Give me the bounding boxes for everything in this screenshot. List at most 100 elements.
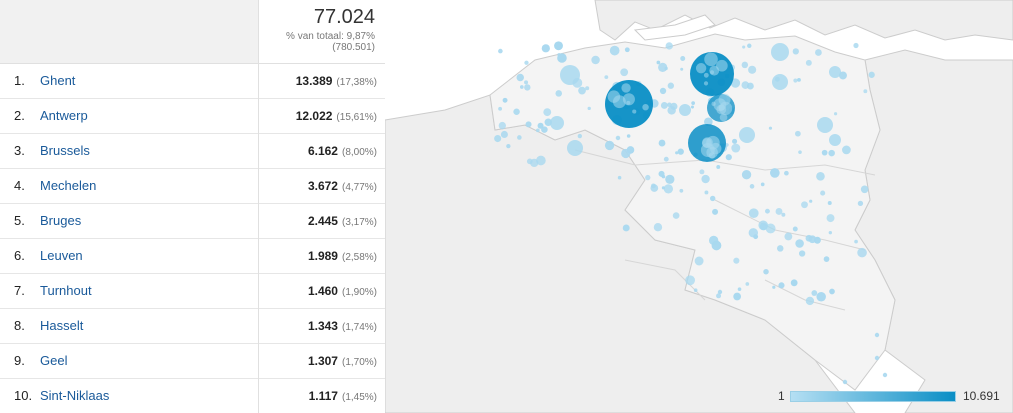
- city-bubble[interactable]: [626, 134, 631, 138]
- city-bubble[interactable]: [741, 81, 750, 89]
- city-bubble[interactable]: [667, 106, 676, 115]
- city-bubble[interactable]: [604, 75, 609, 80]
- city-bubble[interactable]: [820, 190, 826, 196]
- city-bubble[interactable]: [604, 140, 615, 151]
- city-bubble[interactable]: [543, 108, 552, 117]
- city-bubble-medium[interactable]: [560, 65, 580, 85]
- city-bubble[interactable]: [815, 49, 822, 56]
- city-bubble[interactable]: [741, 170, 752, 180]
- city-bubble-medium[interactable]: [739, 127, 755, 143]
- city-bubble[interactable]: [665, 42, 673, 50]
- city-bubble[interactable]: [808, 235, 817, 244]
- city-bubble[interactable]: [857, 247, 867, 258]
- city-bubble[interactable]: [699, 169, 705, 175]
- city-bubble[interactable]: [500, 130, 508, 138]
- city-bubble[interactable]: [675, 151, 679, 155]
- city-bubble[interactable]: [805, 59, 812, 66]
- city-bubble[interactable]: [710, 142, 722, 155]
- city-bubble[interactable]: [853, 42, 859, 49]
- city-bubble[interactable]: [498, 121, 506, 130]
- city-bubble[interactable]: [748, 65, 757, 74]
- city-link[interactable]: Leuven: [40, 248, 83, 263]
- city-bubble-medium[interactable]: [772, 74, 788, 90]
- city-bubble[interactable]: [709, 195, 716, 202]
- city-bubble[interactable]: [524, 80, 529, 85]
- city-bubble[interactable]: [656, 60, 661, 65]
- city-bubble[interactable]: [716, 104, 727, 115]
- city-link[interactable]: Hasselt: [40, 318, 84, 333]
- city-bubble[interactable]: [703, 72, 709, 78]
- city-bubble[interactable]: [749, 184, 755, 189]
- city-bubble[interactable]: [663, 156, 669, 162]
- city-bubble[interactable]: [748, 228, 759, 238]
- city-bubble[interactable]: [622, 224, 630, 232]
- city-bubble[interactable]: [617, 175, 622, 180]
- city-bubble[interactable]: [693, 288, 698, 293]
- city-bubble[interactable]: [701, 138, 712, 148]
- city-bubble[interactable]: [680, 56, 686, 62]
- city-link[interactable]: Sint-Niklaas: [40, 388, 110, 403]
- city-bubbles[interactable]: [494, 41, 888, 385]
- city-bubble[interactable]: [591, 55, 600, 65]
- city-bubble[interactable]: [679, 188, 684, 193]
- city-bubble[interactable]: [498, 106, 503, 111]
- city-bubble[interactable]: [645, 174, 651, 181]
- city-bubble[interactable]: [704, 52, 718, 67]
- city-bubble-medium[interactable]: [679, 104, 691, 116]
- city-bubble[interactable]: [868, 71, 875, 78]
- city-bubble[interactable]: [665, 174, 675, 184]
- city-bubble[interactable]: [672, 212, 680, 219]
- city-bubble[interactable]: [653, 223, 663, 232]
- city-bubble[interactable]: [513, 108, 520, 116]
- city-bubble[interactable]: [797, 77, 801, 82]
- city-bubble[interactable]: [704, 117, 713, 127]
- city-bubble[interactable]: [685, 275, 695, 286]
- city-bubble[interactable]: [658, 170, 665, 177]
- city-bubble[interactable]: [585, 86, 590, 91]
- city-link[interactable]: Antwerp: [40, 108, 88, 123]
- city-bubble[interactable]: [730, 78, 741, 88]
- city-bubble[interactable]: [677, 148, 684, 155]
- city-bubble[interactable]: [874, 355, 880, 361]
- city-bubble[interactable]: [784, 170, 789, 176]
- city-bubble[interactable]: [809, 199, 813, 203]
- geo-map[interactable]: 1 10.691: [385, 0, 1013, 413]
- city-bubble[interactable]: [624, 47, 630, 53]
- city-bubble[interactable]: [792, 48, 799, 55]
- city-bubble[interactable]: [701, 174, 710, 184]
- city-bubble[interactable]: [694, 256, 704, 266]
- city-bubble[interactable]: [622, 93, 635, 106]
- city-bubble[interactable]: [842, 145, 851, 155]
- city-bubble[interactable]: [801, 201, 808, 209]
- city-link[interactable]: Ghent: [40, 73, 76, 88]
- city-bubble[interactable]: [827, 201, 832, 205]
- city-bubble[interactable]: [587, 106, 591, 111]
- city-bubble[interactable]: [680, 67, 684, 71]
- city-bubble[interactable]: [524, 84, 531, 91]
- city-bubble[interactable]: [541, 44, 550, 53]
- city-bubble[interactable]: [854, 239, 858, 244]
- city-bubble[interactable]: [578, 86, 586, 95]
- city-bubble[interactable]: [536, 155, 546, 166]
- city-bubble-medium[interactable]: [817, 117, 833, 133]
- city-bubble[interactable]: [731, 143, 741, 153]
- city-bubble-medium[interactable]: [829, 134, 841, 146]
- city-bubble[interactable]: [790, 279, 798, 287]
- city-bubble[interactable]: [642, 103, 649, 111]
- city-bubble[interactable]: [516, 73, 524, 82]
- city-bubble[interactable]: [502, 97, 508, 103]
- city-bubble[interactable]: [776, 245, 784, 252]
- city-bubble[interactable]: [769, 168, 780, 178]
- city-bubble[interactable]: [798, 150, 802, 154]
- city-bubble[interactable]: [667, 82, 675, 89]
- city-bubble[interactable]: [577, 133, 583, 139]
- city-bubble[interactable]: [717, 289, 723, 295]
- city-bubble[interactable]: [863, 89, 868, 94]
- city-bubble[interactable]: [651, 183, 656, 189]
- city-link[interactable]: Bruges: [40, 213, 82, 228]
- city-bubble[interactable]: [781, 212, 786, 217]
- city-bubble[interactable]: [747, 43, 752, 48]
- city-bubble[interactable]: [719, 113, 728, 122]
- city-bubble[interactable]: [828, 149, 835, 157]
- city-bubble[interactable]: [882, 372, 888, 378]
